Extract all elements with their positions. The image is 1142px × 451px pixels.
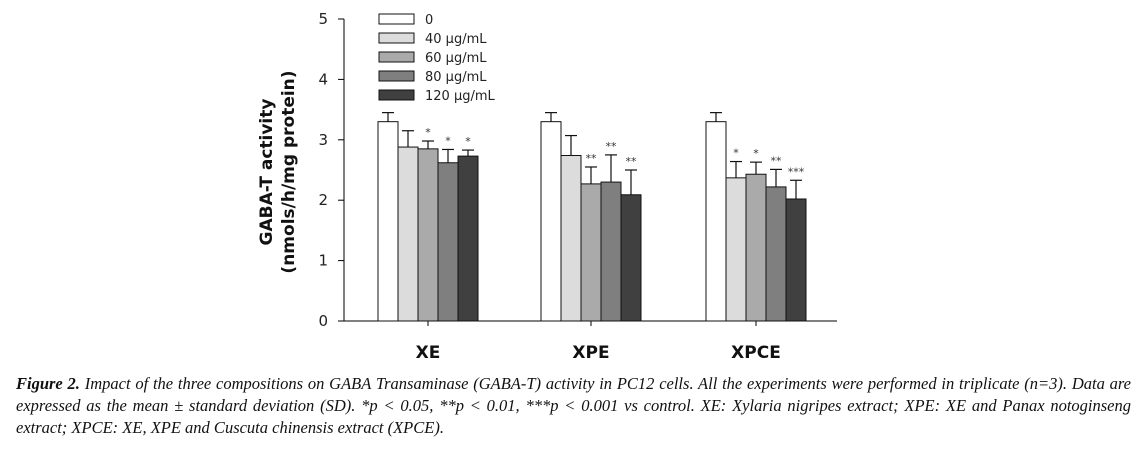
bar	[600, 181, 622, 322]
y-tick-label: 2	[318, 191, 328, 209]
legend-label: 40 µg/mL	[425, 32, 487, 47]
legend: 0 40 µg/mL 60 µg/mL 80 µg/mL 120 µg/mL	[378, 13, 496, 104]
bar	[620, 194, 642, 322]
legend-swatch	[378, 13, 415, 25]
y-tick-label: 3	[318, 131, 328, 149]
x-category-label: XE	[416, 343, 441, 363]
bar	[540, 121, 562, 322]
significance-label: *	[733, 147, 739, 160]
x-category-label: XPCE	[731, 343, 781, 363]
bar	[437, 162, 459, 322]
bar	[417, 148, 439, 322]
significance-label: ***	[788, 165, 805, 178]
significance-label: *	[445, 134, 451, 147]
y-tick-label: 0	[318, 312, 328, 330]
significance-label: *	[465, 135, 471, 148]
legend-label: 60 µg/mL	[425, 51, 487, 66]
significance-label: **	[586, 152, 598, 165]
significance-label: **	[626, 155, 638, 168]
legend-swatch	[378, 89, 415, 101]
bar	[745, 173, 767, 322]
significance-label: *	[753, 147, 759, 160]
legend-swatch	[378, 70, 415, 82]
y-tick-label: 5	[318, 10, 328, 28]
y-tick-label: 4	[318, 70, 328, 88]
bars: ** ******** ******	[377, 112, 807, 322]
figure-caption: Figure 2. Impact of the three compositio…	[16, 373, 1131, 439]
y-axis-units: (nmols/h/mg protein)	[279, 70, 299, 273]
bar	[580, 183, 602, 322]
bar	[457, 155, 479, 322]
bar	[705, 121, 727, 322]
bar	[560, 155, 582, 322]
significance-label: *	[425, 126, 431, 139]
legend-label: 80 µg/mL	[425, 70, 487, 85]
bar	[765, 186, 787, 322]
bar	[397, 146, 419, 322]
caption-text: Impact of the three compositions on GABA…	[16, 374, 1131, 437]
y-tick-label: 1	[318, 252, 328, 270]
bar	[725, 177, 747, 322]
legend-label: 0	[425, 13, 433, 28]
caption-label: Figure 2.	[16, 374, 80, 393]
y-axis-label: GABA-T activity	[257, 99, 277, 246]
significance-label: **	[606, 140, 618, 153]
legend-swatch	[378, 32, 415, 44]
bar	[785, 198, 807, 322]
bar	[377, 121, 399, 322]
x-category-label: XPE	[572, 343, 609, 363]
legend-label: 120 µg/mL	[425, 89, 496, 104]
significance-label: **	[771, 154, 783, 167]
legend-swatch	[378, 51, 415, 63]
